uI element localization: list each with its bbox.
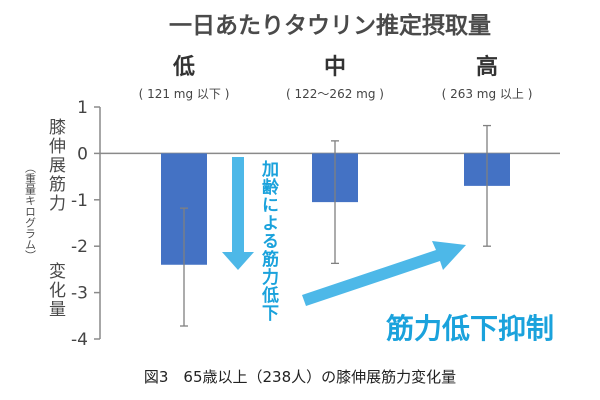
decline-label: 加齢による筋力低下 bbox=[258, 160, 280, 322]
category-label-high: 高 bbox=[476, 54, 498, 80]
y-axis-label-tail: 変化量 bbox=[45, 262, 66, 319]
suppression-arrow-shape bbox=[302, 241, 466, 306]
category-label-low: 低 bbox=[172, 55, 195, 80]
figure-caption: 図3 65歳以上（238人）の膝伸展筋力変化量 bbox=[143, 368, 457, 386]
y-tick-label: -1 bbox=[71, 191, 88, 211]
y-tick-label: 1 bbox=[77, 98, 88, 118]
suppression-arrow bbox=[302, 241, 466, 306]
y-axis-label-unit: （重量キログラム） bbox=[24, 162, 37, 261]
y-tick-label: -4 bbox=[71, 330, 88, 350]
chart-title: 一日あたりタウリン推定摂取量 bbox=[169, 12, 491, 39]
y-tick-label: 0 bbox=[77, 144, 88, 164]
category-range-low: ( 121 mg 以下 ) bbox=[139, 87, 230, 101]
y-tick-label: -3 bbox=[71, 284, 88, 304]
y-axis-title: 膝伸展筋力 （重量キログラム） 変化量 bbox=[24, 118, 66, 319]
category-range-high: ( 263 mg 以上 ) bbox=[442, 87, 533, 101]
decline-arrow-shape bbox=[222, 157, 254, 270]
y-tick-label: -2 bbox=[71, 237, 88, 257]
category-range-mid: ( 122〜262 mg ) bbox=[286, 87, 384, 101]
error-bars bbox=[180, 124, 491, 327]
y-axis-label-main: 膝伸展筋力 bbox=[45, 118, 66, 213]
category-label-mid: 中 bbox=[324, 55, 346, 80]
suppression-label: 筋力低下抑制 bbox=[386, 312, 554, 345]
decline-arrow bbox=[222, 157, 254, 270]
